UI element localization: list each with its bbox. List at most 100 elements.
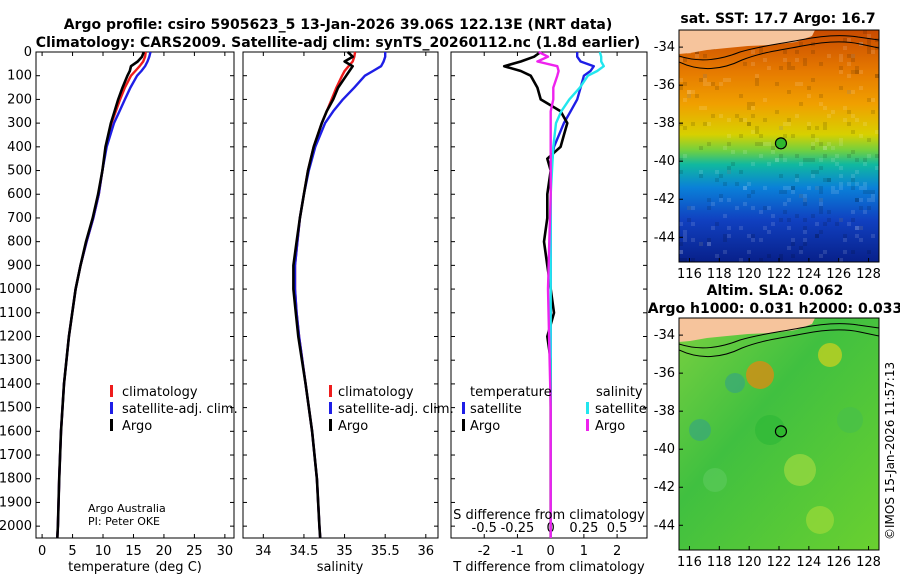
sst-pixel: [855, 182, 859, 186]
sst-pixel: [839, 258, 843, 262]
sst-pixel: [787, 218, 791, 222]
sst-texture: [679, 30, 879, 262]
sst-pixel: [839, 166, 843, 170]
sst-pixel: [863, 162, 867, 166]
sst-pixel: [859, 226, 863, 230]
map-x-tick-label: 124: [796, 555, 821, 570]
sst-pixel: [807, 86, 811, 90]
sst-pixel: [747, 234, 751, 238]
sst-pixel: [843, 234, 847, 238]
sst-pixel: [787, 122, 791, 126]
difference-panel: -2 -1 0 1 2-0.5 -0.25 0 0.25 0.5: [450, 50, 648, 559]
x-top-tick-label: 0.5: [607, 521, 628, 536]
series-line-argo: [292, 51, 355, 539]
legend-swatch-t-satellite: [462, 402, 465, 414]
sst-pixel: [819, 198, 823, 202]
plot-frame: [35, 51, 235, 539]
sst-pixel: [751, 62, 755, 66]
x-tick-label: 2: [613, 544, 621, 559]
sst-pixel: [767, 230, 771, 234]
sst-pixel: [843, 238, 847, 242]
sst-pixel: [687, 218, 691, 222]
map-x-tick-label: 118: [707, 267, 732, 282]
map-y-tick-label: -44: [654, 518, 675, 533]
sst-pixel: [783, 186, 787, 190]
sst-pixel: [823, 178, 827, 182]
sst-pixel: [851, 70, 855, 74]
sst-pixel: [839, 174, 843, 178]
sst-pixel: [759, 154, 763, 158]
sst-pixel: [855, 198, 859, 202]
y-tick-label: 1400: [0, 377, 32, 392]
sst-pixel: [743, 118, 747, 122]
temperature-legend: climatology satellite-adj. clim. Argo: [110, 385, 238, 434]
x-tick-label: 0: [547, 544, 555, 559]
sst-pixel: [695, 94, 699, 98]
legend-label-s-argo: Argo: [595, 419, 625, 434]
map-y-tick-label: -38: [654, 116, 675, 131]
x-tick-label: -2: [478, 544, 491, 559]
sla-eddy: [784, 454, 816, 486]
sst-pixel: [867, 34, 871, 38]
sst-pixel: [795, 58, 799, 62]
sst-pixel: [751, 238, 755, 242]
sst-pixel: [823, 222, 827, 226]
sst-pixel: [767, 142, 771, 146]
sst-pixel: [683, 258, 687, 262]
sst-pixel: [695, 50, 699, 54]
sst-pixel: [791, 254, 795, 258]
sst-pixel: [851, 54, 855, 58]
sst-pixel: [783, 50, 787, 54]
sst-pixel: [811, 174, 815, 178]
sst-pixel: [723, 250, 727, 254]
sst-pixel: [679, 258, 683, 262]
map-y-tick-label: -34: [654, 328, 675, 343]
sst-pixel: [699, 242, 703, 246]
sst-pixel: [679, 222, 683, 226]
sst-pixel: [851, 58, 855, 62]
sst-pixel: [779, 126, 783, 130]
sst-pixel: [775, 158, 779, 162]
sst-pixel: [719, 82, 723, 86]
sst-pixel: [791, 134, 795, 138]
sst-pixel: [855, 70, 859, 74]
sst-pixel: [731, 162, 735, 166]
sst-pixel: [803, 198, 807, 202]
sla-eddy: [755, 415, 785, 445]
sst-pixel: [755, 126, 759, 130]
sst-map-title: sat. SST: 17.7 Argo: 16.7: [680, 11, 875, 27]
legend-swatch-argo: [329, 419, 332, 431]
sst-pixel: [747, 122, 751, 126]
tdiff-xlabel: T difference from climatology: [452, 560, 645, 575]
sst-pixel: [791, 186, 795, 190]
sst-pixel: [751, 234, 755, 238]
sst-pixel: [819, 166, 823, 170]
map-x-tick-label: 128: [856, 555, 881, 570]
sst-pixel: [791, 238, 795, 242]
sst-pixel: [803, 158, 807, 162]
sst-pixel: [723, 78, 727, 82]
sst-pixel: [815, 186, 819, 190]
map-y-tick-label: -34: [654, 40, 675, 55]
sst-pixel: [723, 238, 727, 242]
sst-pixel: [843, 118, 847, 122]
sst-pixel: [779, 154, 783, 158]
sst-pixel: [855, 118, 859, 122]
sst-pixel: [679, 242, 683, 246]
y-tick-label: 1700: [0, 448, 32, 463]
map-y-tick-label: -42: [654, 192, 675, 207]
sst-pixel: [719, 194, 723, 198]
sst-pixel: [819, 206, 823, 210]
sst-pixel: [843, 46, 847, 50]
sst-pixel: [871, 234, 875, 238]
sst-pixel: [855, 170, 859, 174]
sst-pixel: [735, 114, 739, 118]
map-x-tick-label: 116: [677, 555, 702, 570]
sst-pixel: [855, 226, 859, 230]
sst-pixel: [867, 38, 871, 42]
x-tick-label: 36: [418, 544, 435, 559]
bathymetry-contour: [679, 329, 879, 358]
sst-pixel: [711, 114, 715, 118]
sst-pixel: [751, 102, 755, 106]
sst-pixel: [855, 66, 859, 70]
